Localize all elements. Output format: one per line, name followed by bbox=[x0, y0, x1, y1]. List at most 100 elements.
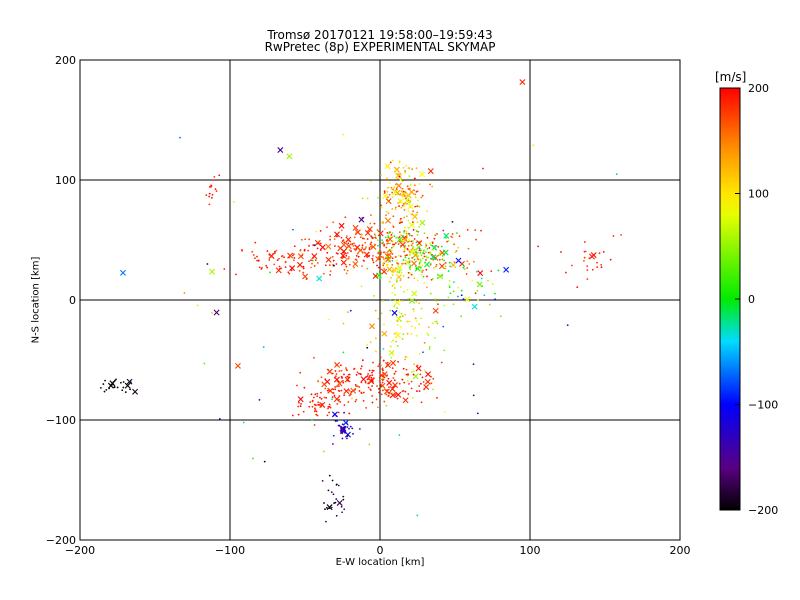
velocity-point bbox=[398, 231, 401, 234]
velocity-point bbox=[380, 251, 383, 254]
velocity-point bbox=[354, 249, 357, 252]
velocity-point bbox=[331, 398, 333, 401]
velocity-point bbox=[391, 196, 394, 199]
echo-marker bbox=[402, 397, 409, 404]
velocity-point bbox=[368, 376, 371, 379]
echo-marker bbox=[234, 362, 241, 369]
velocity-point bbox=[414, 193, 417, 196]
velocity-point bbox=[412, 370, 415, 373]
velocity-point bbox=[298, 401, 300, 404]
velocity-point bbox=[393, 332, 396, 335]
echo-marker bbox=[360, 376, 367, 383]
echo-marker bbox=[391, 267, 398, 274]
velocity-point bbox=[252, 254, 255, 256]
velocity-point bbox=[353, 247, 356, 250]
velocity-point bbox=[406, 320, 409, 323]
velocity-point bbox=[395, 188, 398, 190]
velocity-point bbox=[380, 204, 383, 207]
velocity-point bbox=[263, 460, 266, 463]
velocity-point bbox=[378, 363, 381, 366]
velocity-point bbox=[406, 288, 409, 291]
velocity-point bbox=[421, 271, 424, 273]
velocity-point bbox=[443, 304, 446, 307]
echo-marker bbox=[395, 274, 402, 281]
velocity-point bbox=[418, 225, 420, 228]
velocity-point bbox=[412, 245, 415, 248]
velocity-point bbox=[404, 314, 407, 316]
velocity-point bbox=[414, 317, 417, 320]
velocity-point bbox=[379, 248, 381, 250]
echo-marker bbox=[343, 388, 350, 395]
velocity-point bbox=[475, 238, 478, 241]
velocity-point bbox=[316, 392, 319, 395]
velocity-point bbox=[310, 266, 312, 269]
velocity-point bbox=[362, 391, 365, 394]
velocity-point bbox=[394, 206, 397, 209]
velocity-point bbox=[387, 186, 390, 189]
velocity-point bbox=[338, 424, 341, 427]
velocity-point bbox=[466, 260, 469, 262]
velocity-point bbox=[342, 379, 344, 382]
velocity-point bbox=[472, 394, 475, 397]
velocity-point bbox=[347, 373, 350, 376]
echo-marker bbox=[409, 297, 416, 304]
velocity-point bbox=[442, 229, 445, 232]
velocity-point bbox=[372, 254, 374, 257]
velocity-point bbox=[340, 389, 343, 392]
velocity-point bbox=[377, 317, 380, 320]
echo-marker bbox=[379, 382, 386, 389]
velocity-point bbox=[356, 371, 359, 374]
velocity-point bbox=[494, 292, 496, 295]
velocity-point bbox=[403, 248, 406, 251]
velocity-point bbox=[390, 276, 393, 279]
velocity-point bbox=[331, 396, 334, 399]
velocity-point bbox=[423, 388, 425, 391]
velocity-point bbox=[361, 359, 364, 362]
velocity-point bbox=[311, 259, 314, 262]
velocity-point bbox=[419, 251, 422, 254]
velocity-point bbox=[383, 243, 386, 246]
velocity-point bbox=[308, 245, 310, 247]
velocity-point bbox=[391, 269, 394, 272]
echo-marker bbox=[386, 266, 393, 273]
velocity-point bbox=[412, 240, 414, 242]
velocity-point bbox=[314, 407, 316, 410]
velocity-point bbox=[402, 235, 405, 238]
velocity-point bbox=[380, 255, 383, 258]
velocity-point bbox=[586, 278, 589, 280]
velocity-point bbox=[425, 286, 428, 289]
velocity-point bbox=[319, 242, 322, 245]
velocity-point bbox=[408, 175, 411, 178]
echo-marker bbox=[297, 253, 304, 260]
velocity-point bbox=[363, 248, 365, 251]
velocity-point bbox=[395, 183, 397, 186]
velocity-point bbox=[418, 247, 421, 250]
echo-marker bbox=[402, 236, 409, 243]
velocity-point bbox=[179, 136, 181, 139]
velocity-point bbox=[371, 257, 374, 260]
velocity-point bbox=[339, 401, 342, 403]
velocity-point bbox=[586, 265, 589, 268]
velocity-point bbox=[418, 266, 421, 268]
velocity-point bbox=[314, 259, 317, 262]
velocity-point bbox=[327, 407, 329, 410]
velocity-point bbox=[405, 368, 408, 371]
echo-marker bbox=[476, 281, 483, 288]
velocity-point bbox=[476, 289, 479, 292]
velocity-point bbox=[448, 261, 451, 264]
velocity-point bbox=[413, 258, 416, 261]
velocity-point bbox=[328, 403, 331, 406]
velocity-point bbox=[583, 241, 586, 243]
velocity-point bbox=[395, 255, 398, 258]
velocity-point bbox=[389, 161, 392, 164]
velocity-point bbox=[497, 269, 500, 272]
velocity-point bbox=[341, 511, 344, 514]
velocity-point bbox=[430, 382, 433, 385]
velocity-point bbox=[376, 229, 379, 231]
velocity-point bbox=[429, 242, 431, 245]
echo-marker bbox=[213, 309, 220, 316]
velocity-point bbox=[396, 320, 399, 322]
velocity-point bbox=[218, 417, 221, 420]
velocity-point bbox=[414, 205, 417, 208]
velocity-point bbox=[400, 244, 403, 247]
